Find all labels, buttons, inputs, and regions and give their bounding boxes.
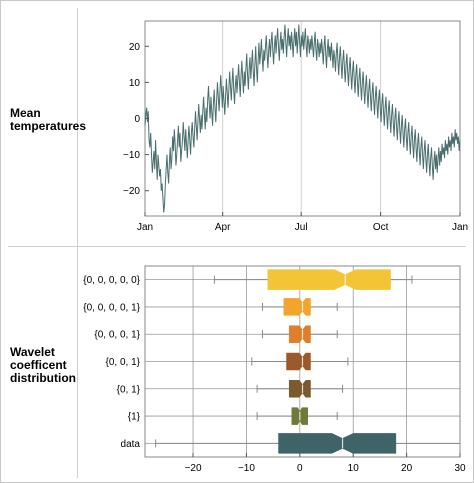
y-tick-label: 10 <box>129 78 141 89</box>
box-x-tick-label: 0 <box>297 463 303 474</box>
box-category-label: {0, 0, 0, 0, 0} <box>83 275 140 286</box>
box-category-label: {0, 0, 1} <box>106 357 141 368</box>
row-label-line: Wavelet <box>10 345 55 359</box>
box-6 <box>278 433 397 454</box>
box-4 <box>288 380 311 398</box>
y-tick-label: −10 <box>123 150 140 161</box>
x-tick-label: Apr <box>215 222 231 233</box>
box-0 <box>267 269 391 290</box>
row-label-line: Mean <box>10 106 41 120</box>
row-label-line: distribution <box>10 371 76 385</box>
y-tick-label: 0 <box>134 114 140 125</box>
box-category-label: {0, 0, 0, 1} <box>94 330 140 341</box>
box-x-tick-label: 20 <box>401 463 413 474</box>
x-tick-label: Jan <box>137 222 153 233</box>
x-tick-label: Jan <box>452 222 468 233</box>
row-label-line: temperatures <box>10 119 87 133</box>
x-tick-label: Oct <box>373 222 389 233</box>
box-1 <box>283 298 311 316</box>
y-tick-label: 20 <box>129 42 141 53</box>
box-category-label: data <box>121 439 141 450</box>
y-tick-label: −20 <box>123 186 140 197</box>
box-x-tick-label: 10 <box>348 463 360 474</box>
box-category-label: {0, 0, 0, 0, 1} <box>83 302 140 313</box>
column-divider <box>77 8 78 478</box>
line-plot-frame <box>144 20 461 217</box>
box-3 <box>286 352 311 371</box>
box-category-label: {1} <box>128 412 141 423</box>
box-plot-frame <box>144 265 461 458</box>
box-x-tick-label: 30 <box>454 463 466 474</box>
box-2 <box>288 325 311 343</box>
row-label-wavelet-distribution: Wavelet coefficent distribution <box>10 346 76 385</box>
box-x-tick-label: −10 <box>238 463 255 474</box>
box-x-tick-label: −20 <box>185 463 202 474</box>
row-label-line: coefficent <box>10 358 67 372</box>
box-category-label: {0, 1} <box>117 384 141 395</box>
row-label-mean-temperatures: Mean temperatures <box>10 106 87 133</box>
row-divider <box>8 246 466 247</box>
temperature-series-line <box>144 24 461 213</box>
x-tick-label: Jul <box>295 222 308 233</box>
